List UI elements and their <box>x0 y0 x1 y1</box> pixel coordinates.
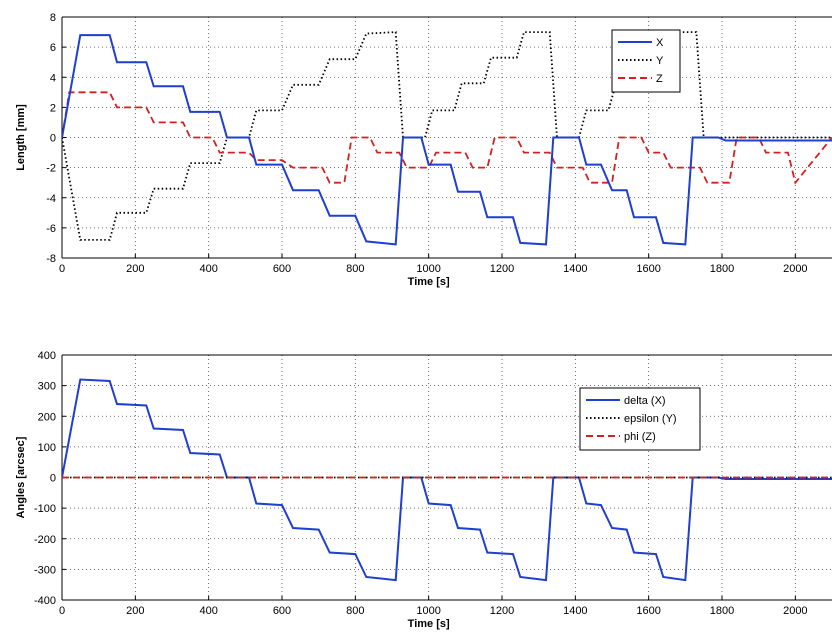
y-tick-label: 200 <box>38 411 56 423</box>
x-tick-label: 1000 <box>416 605 440 617</box>
x-tick-label: 1600 <box>636 605 660 617</box>
y-tick-label: 2 <box>50 102 56 114</box>
legend-entry: Z <box>656 73 663 85</box>
y-tick-label: -8 <box>46 253 56 265</box>
x-tick-label: 1400 <box>563 263 587 275</box>
x-tick-label: 1800 <box>710 263 734 275</box>
y-tick-label: -400 <box>34 595 56 607</box>
x-axis-label: Time [s] <box>408 618 450 630</box>
x-tick-label: 200 <box>126 605 144 617</box>
plot-1: 0 200 400 600 800 1000 1200 1400 1600 1800 2000 -8 -… <box>15 12 832 288</box>
x-tick-label: 600 <box>273 605 291 617</box>
y-tick-label: -6 <box>46 223 56 235</box>
legend: delta (X) epsilon (Y) phi (Z) <box>579 387 701 451</box>
x-tick-label: 1000 <box>416 263 440 275</box>
x-tick-label: 0 <box>59 263 65 275</box>
y-tick-label: 100 <box>38 442 56 454</box>
y-axis-label: Length [mm] <box>15 104 27 171</box>
y-tick-label: -200 <box>34 534 56 546</box>
series-line-delta-x <box>62 378 832 582</box>
legend-entry: delta (X) <box>624 395 666 407</box>
x-tick-label: 1400 <box>563 605 587 617</box>
legend-entry: phi (Z) <box>624 431 656 443</box>
x-tick-label: 0 <box>59 605 65 617</box>
x-tick-label: 600 <box>273 263 291 275</box>
y-tick-label: -4 <box>46 193 56 205</box>
y-tick-label: 0 <box>50 473 56 485</box>
legend-entry: X <box>656 37 664 49</box>
legend-entry: Y <box>656 55 664 67</box>
x-axis-label: Time [s] <box>408 276 450 288</box>
x-tick-label: 2000 <box>783 263 807 275</box>
legend-entry: epsilon (Y) <box>624 413 677 425</box>
y-tick-label: -300 <box>34 564 56 576</box>
y-tick-label: 6 <box>50 42 56 54</box>
x-tick-label: 1600 <box>636 263 660 275</box>
y-tick-label: -100 <box>34 503 56 515</box>
x-tick-label: 400 <box>199 605 217 617</box>
series-line-z <box>62 91 832 185</box>
y-tick-label: -2 <box>46 163 56 175</box>
x-tick-label: 800 <box>346 263 364 275</box>
legend: XYZ <box>611 29 681 93</box>
x-tick-label: 200 <box>126 263 144 275</box>
x-tick-label: 800 <box>346 605 364 617</box>
y-tick-label: 300 <box>38 381 56 393</box>
y-tick-label: 4 <box>50 72 56 84</box>
x-tick-label: 1200 <box>490 605 514 617</box>
series-line-y <box>62 31 832 241</box>
y-tick-label: 0 <box>50 133 56 145</box>
y-tick-label: 400 <box>38 350 56 362</box>
plot-2: 0 200 400 600 800 1000 1200 1400 1600 1800 2000-40… <box>15 350 832 630</box>
legend-box <box>579 387 701 451</box>
x-tick-label: 400 <box>199 263 217 275</box>
y-axis-label: Angles [arcsec] <box>15 436 27 518</box>
x-tick-label: 2000 <box>783 605 807 617</box>
x-tick-label: 1800 <box>710 605 734 617</box>
series-line-x <box>62 34 832 246</box>
y-tick-label: 8 <box>50 12 56 24</box>
x-tick-label: 1200 <box>490 263 514 275</box>
